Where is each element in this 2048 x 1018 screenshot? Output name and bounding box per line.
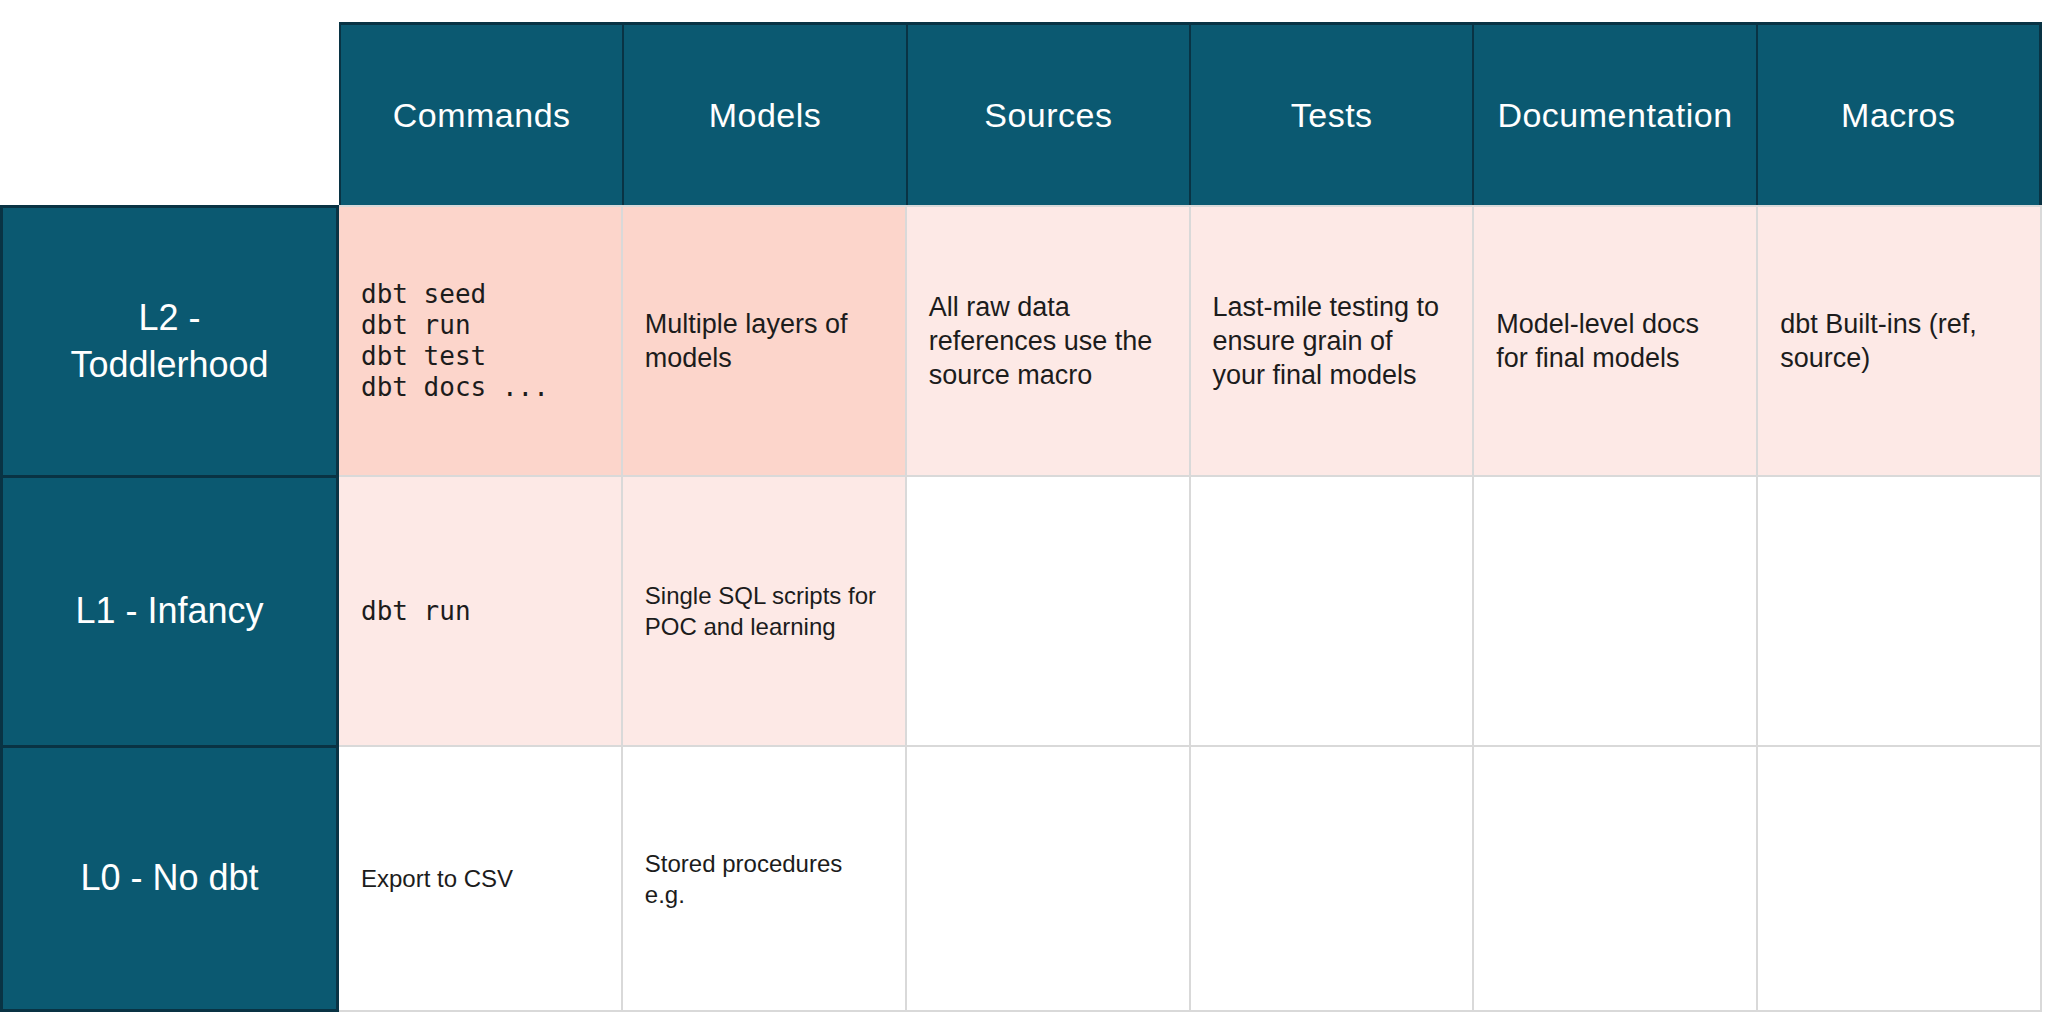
cell-l0-sources — [907, 747, 1191, 1012]
cell-l2-sources: All raw data references use the source m… — [907, 207, 1191, 477]
cell-l1-commands: dbt run — [339, 477, 623, 747]
column-header-macros: Macros — [1756, 25, 2042, 205]
cell-l0-macros — [1758, 747, 2042, 1012]
cell-l1-documentation — [1474, 477, 1758, 747]
column-header-tests: Tests — [1189, 25, 1472, 205]
cell-l2-documentation: Model-level docs for final models — [1474, 207, 1758, 477]
table-body: dbt seed dbt run dbt test dbt docs ... M… — [339, 205, 2042, 1012]
column-header-sources: Sources — [906, 25, 1189, 205]
cell-l2-commands: dbt seed dbt run dbt test dbt docs ... — [339, 207, 623, 477]
cell-l2-models: Multiple layers of models — [623, 207, 907, 477]
cell-l0-models: Stored procedures e.g. — [623, 747, 907, 1012]
column-header-documentation: Documentation — [1472, 25, 1755, 205]
cell-l1-sources — [907, 477, 1191, 747]
cell-l0-tests — [1191, 747, 1475, 1012]
column-header-commands: Commands — [339, 25, 622, 205]
cell-l2-macros: dbt Built-ins (ref, source) — [1758, 207, 2042, 477]
cell-l1-macros — [1758, 477, 2042, 747]
cell-l0-documentation — [1474, 747, 1758, 1012]
cell-l0-commands: Export to CSV — [339, 747, 623, 1012]
row-header-column: L2 - Toddlerhood L1 - Infancy L0 - No db… — [0, 205, 339, 1012]
column-header-row: Commands Models Sources Tests Documentat… — [339, 22, 2042, 205]
cell-l1-models: Single SQL scripts for POC and learning — [623, 477, 907, 747]
column-header-models: Models — [622, 25, 905, 205]
maturity-table: Commands Models Sources Tests Documentat… — [0, 0, 2048, 1018]
row-header-l0-no-dbt: L0 - No dbt — [3, 745, 336, 1012]
cell-l2-tests: Last-mile testing to ensure grain of you… — [1191, 207, 1475, 477]
row-header-l2-toddlerhood: L2 - Toddlerhood — [3, 205, 336, 475]
row-header-l1-infancy: L1 - Infancy — [3, 475, 336, 745]
cell-l1-tests — [1191, 477, 1475, 747]
